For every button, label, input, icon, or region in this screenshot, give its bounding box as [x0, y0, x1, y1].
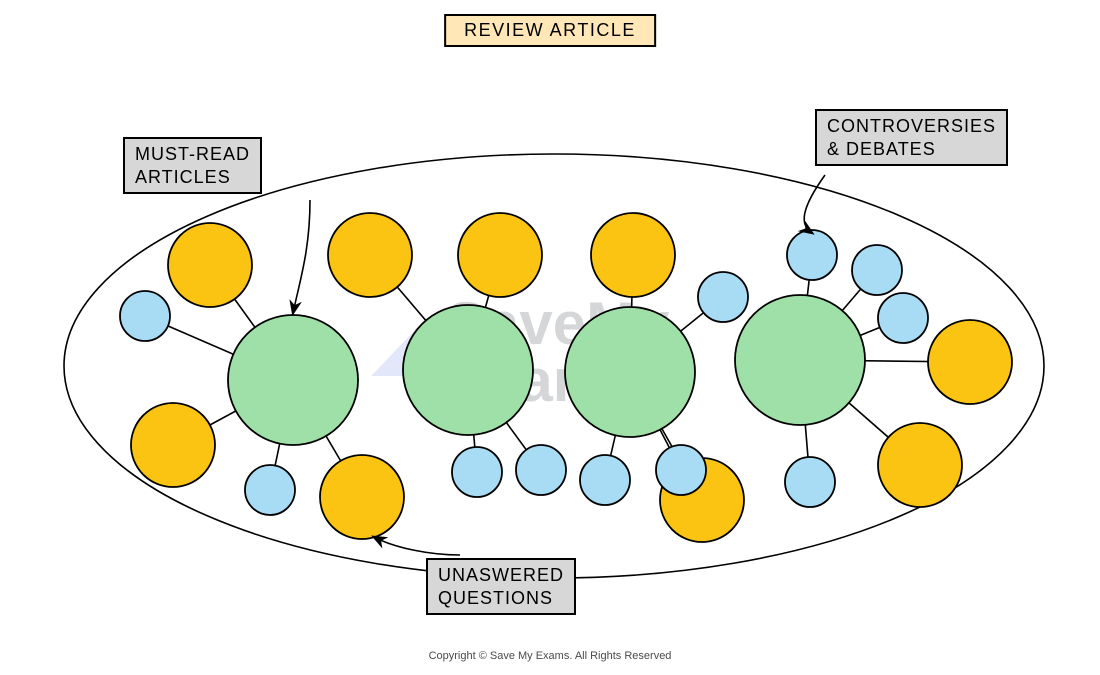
hub-node-h2: [403, 305, 533, 435]
copyright-text: Copyright © Save My Exams. All Rights Re…: [429, 650, 672, 662]
leaf-node-l3: [131, 403, 215, 487]
label-box-must-read: MUST-READ ARTICLES: [123, 137, 262, 194]
leaf-node-l6: [328, 213, 412, 297]
leaf-node-l12: [580, 455, 630, 505]
copyright-label: Copyright © Save My Exams. All Rights Re…: [429, 650, 672, 662]
leaf-node-l17: [878, 293, 928, 343]
leaf-node-l5: [320, 455, 404, 539]
hub-node-h4: [735, 295, 865, 425]
leaf-node-l19: [878, 423, 962, 507]
leaf-node-l8: [452, 447, 502, 497]
leaf-node-l14: [656, 445, 706, 495]
leaf-node-l18: [928, 320, 1012, 404]
leaf-node-l9: [516, 445, 566, 495]
leaf-node-l1: [120, 291, 170, 341]
leaf-node-l16: [852, 245, 902, 295]
leaf-node-l2: [168, 223, 252, 307]
title-text: REVIEW ARTICLE: [464, 20, 636, 40]
pointer-arrow-a-mustread: [293, 200, 310, 313]
label-box-controversies: CONTROVERSIES & DEBATES: [815, 109, 1008, 166]
diagram-canvas: SaveMy Exams REVIEW ARTICLE MUST-READ AR…: [0, 0, 1100, 675]
leaf-node-l7: [458, 213, 542, 297]
leaf-node-l4: [245, 465, 295, 515]
leaf-node-l11: [698, 272, 748, 322]
leaf-node-l20: [785, 457, 835, 507]
title-box: REVIEW ARTICLE: [444, 14, 656, 47]
leaf-node-l15: [787, 230, 837, 280]
hub-node-h1: [228, 315, 358, 445]
label-box-unanswered: UNASWERED QUESTIONS: [426, 558, 576, 615]
leaf-node-l10: [591, 213, 675, 297]
pointer-arrow-a-unanswered: [374, 537, 460, 555]
hub-node-h3: [565, 307, 695, 437]
boundary-ellipse: [64, 154, 1044, 578]
